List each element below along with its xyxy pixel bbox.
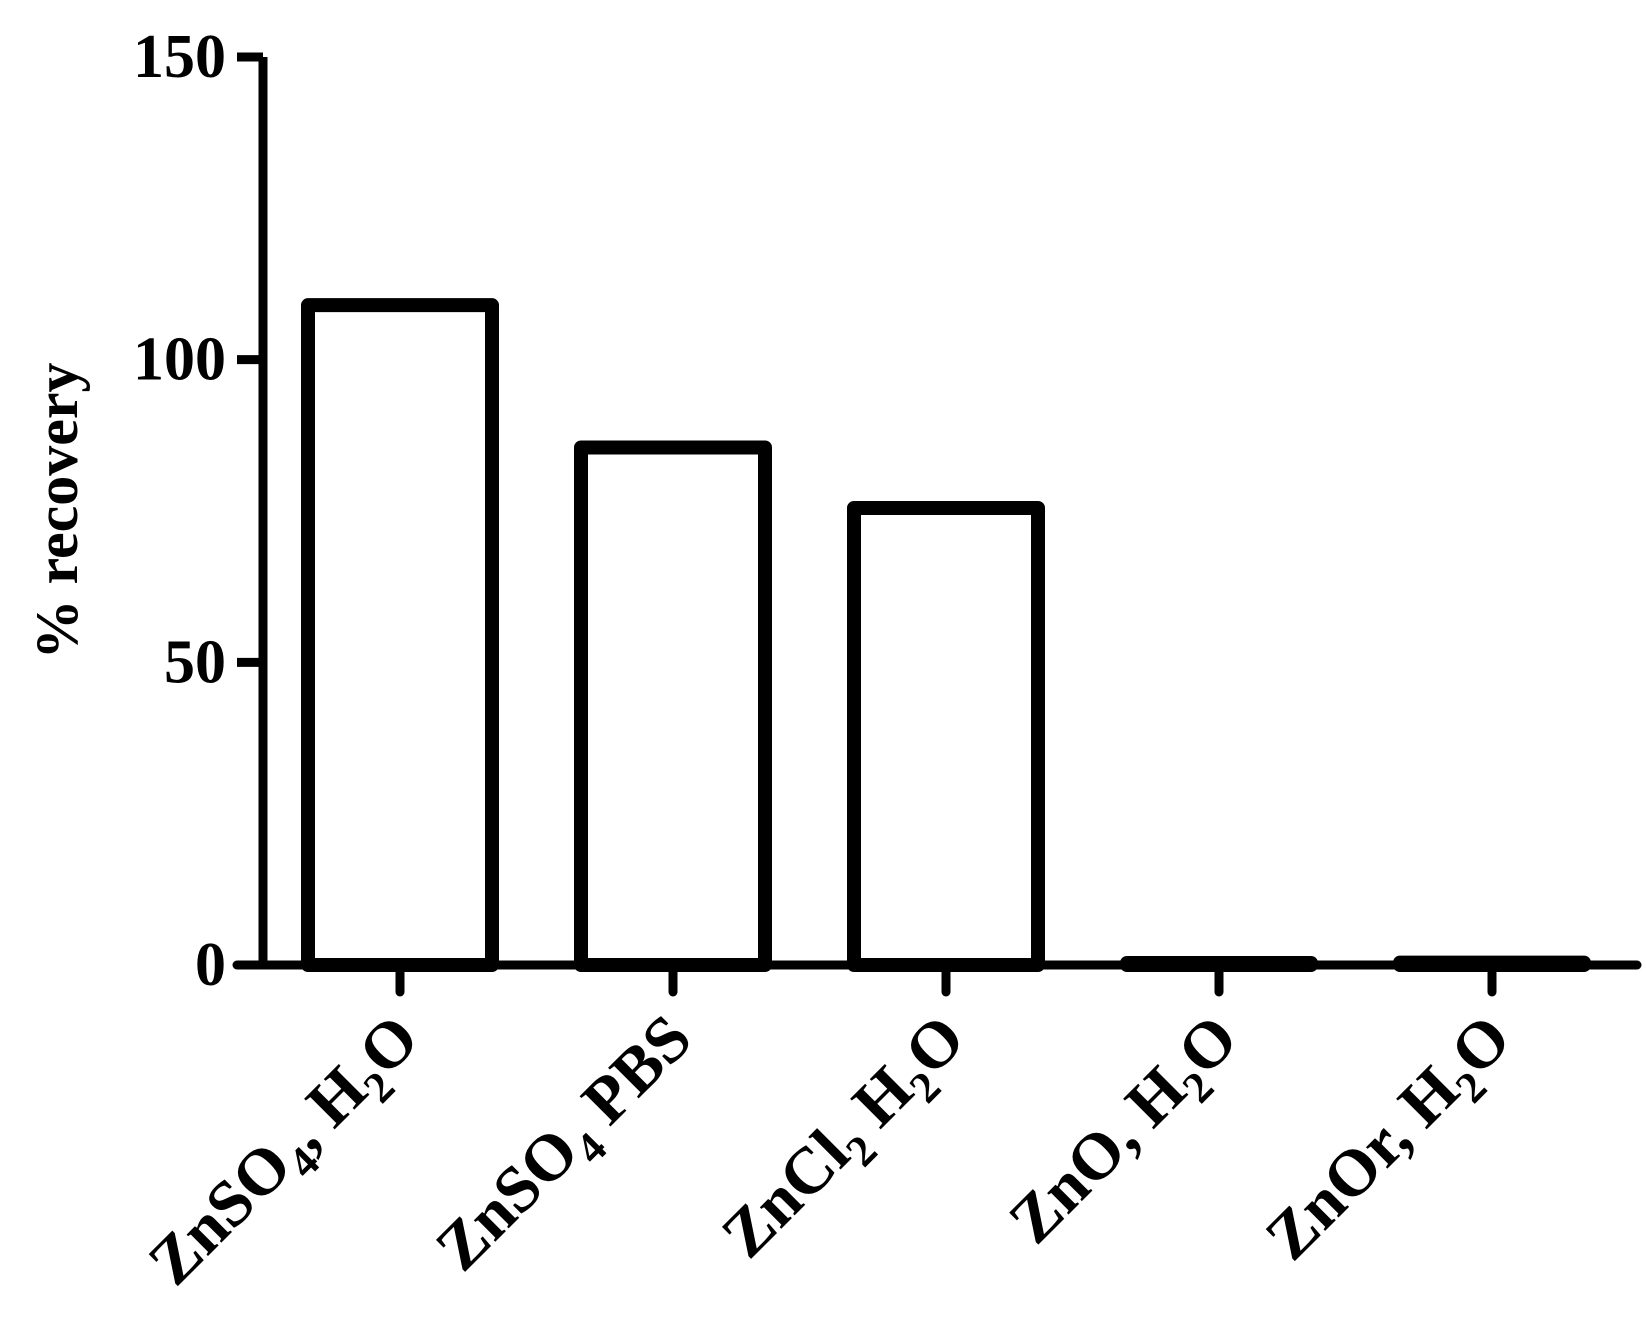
bar-0 <box>301 298 499 973</box>
y-axis-label: % recovery <box>24 362 90 659</box>
bars-layer <box>301 298 1591 973</box>
x-tick-label: ZnSO4, H2O <box>135 1001 441 1307</box>
x-tick-label: ZnOr, H2O <box>1252 1001 1533 1282</box>
y-tick-label: 50 <box>164 628 226 696</box>
label-text: ZnOr, H <box>1252 1053 1473 1274</box>
bar-1 <box>574 440 772 972</box>
y-tick-label: 0 <box>195 931 226 999</box>
axes-layer <box>232 57 1642 970</box>
x-tick-label: ZnO, H2O <box>995 1001 1259 1265</box>
y-tick-label: 100 <box>133 326 226 394</box>
x-tick-label: ZnSO4 PBS <box>422 1001 714 1293</box>
y-tick-label: 150 <box>133 23 226 91</box>
y-ticks-layer: 0 50 100 150 <box>133 23 263 999</box>
bar-2 <box>847 500 1045 972</box>
x-tick-label: ZnCl2 H2O <box>708 1001 987 1280</box>
label-text: ZnO, H <box>995 1053 1200 1258</box>
